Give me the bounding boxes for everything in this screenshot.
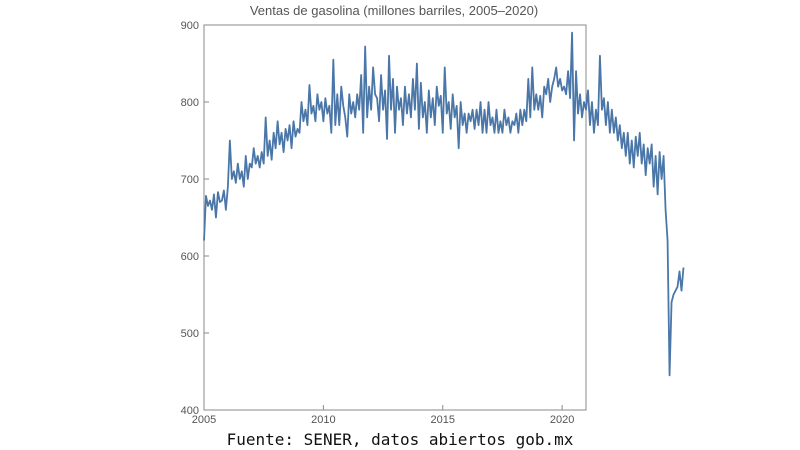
- y-axis: 400 500 600 700 800 900: [181, 20, 209, 417]
- y-tick-label: 900: [181, 20, 199, 32]
- y-tick-label: 400: [181, 405, 199, 417]
- chart-title: Ventas de gasolina (millones barriles, 2…: [250, 3, 538, 18]
- source-note: Fuente: SENER, datos abiertos gob.mx: [226, 430, 574, 449]
- x-tick-label: 2010: [311, 414, 335, 426]
- x-tick-label: 2020: [550, 414, 574, 426]
- x-tick-label: 2015: [431, 414, 455, 426]
- plot-frame: [203, 24, 587, 411]
- x-axis: 2005 2010 2015 2020: [192, 405, 574, 426]
- y-tick-label: 500: [181, 328, 199, 340]
- y-tick-label: 700: [181, 174, 199, 186]
- series-layer: [203, 31, 685, 377]
- x-tick-label: 2005: [192, 414, 216, 426]
- y-tick-label: 800: [181, 97, 199, 109]
- y-tick-label: 600: [181, 251, 199, 263]
- series-line-0: [203, 31, 685, 377]
